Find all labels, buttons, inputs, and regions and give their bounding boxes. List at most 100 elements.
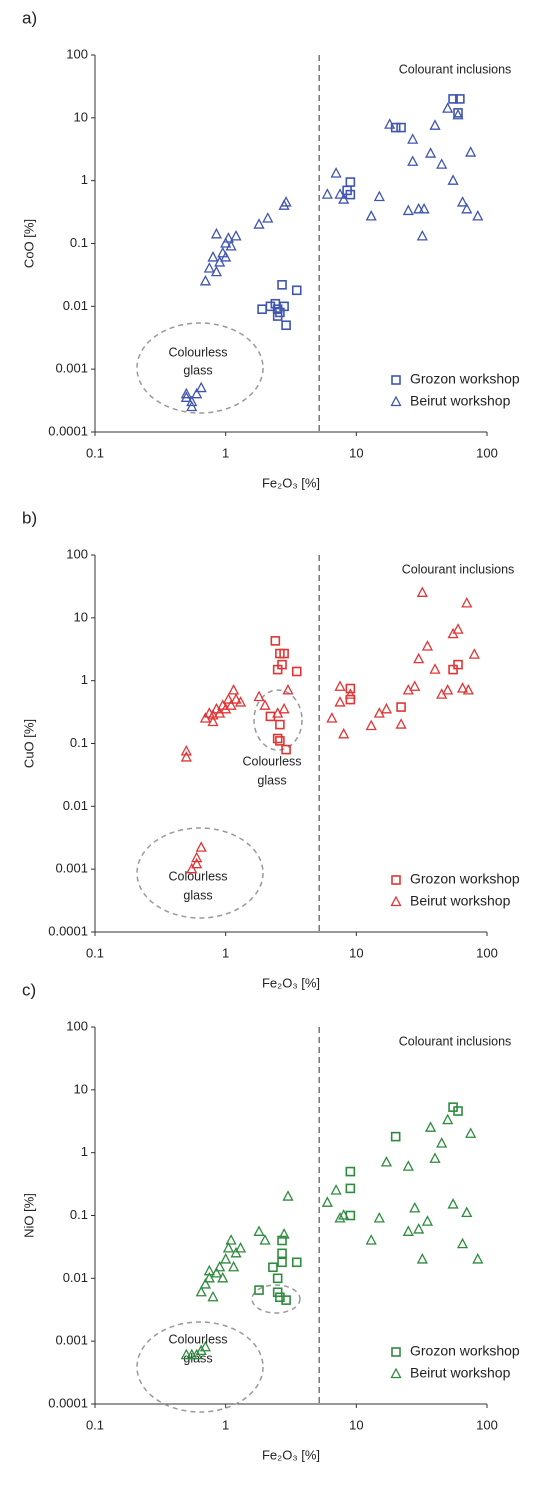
data-point: [291, 285, 302, 296]
y-tick-label: 0.1: [70, 235, 88, 250]
data-point: [334, 696, 346, 707]
data-point: [345, 1183, 356, 1194]
data-point: [180, 391, 192, 402]
x-tick-label: 100: [476, 1417, 498, 1432]
data-point: [180, 387, 192, 399]
data-point: [424, 1121, 437, 1132]
data-point: [330, 1184, 342, 1195]
data-point: [436, 1137, 448, 1148]
y-tick-label: 0.01: [63, 298, 88, 313]
data-point: [413, 202, 425, 214]
data-point: [461, 202, 473, 214]
annotation: Colourless: [168, 345, 227, 359]
data-point: [203, 1271, 215, 1283]
y-axis-label: CuO [%]: [21, 719, 36, 768]
x-tick-label: 1: [222, 945, 229, 960]
data-point: [421, 640, 434, 651]
data-point: [472, 210, 484, 221]
data-point: [373, 1211, 385, 1223]
y-axis-label: CoO [%]: [21, 219, 36, 268]
data-point: [416, 229, 428, 241]
data-point: [214, 1260, 226, 1272]
annotation: Colourless: [168, 1332, 227, 1346]
data-point: [281, 744, 291, 755]
data-point: [180, 751, 192, 762]
y-tick-label: 0.0001: [48, 423, 88, 438]
data-point: [272, 1287, 283, 1298]
data-point: [272, 733, 283, 744]
data-point: [455, 94, 465, 104]
data-point: [453, 1106, 463, 1116]
y-axis-label: NiO [%]: [21, 1193, 36, 1238]
x-tick-label: 0.1: [86, 445, 104, 460]
data-point: [338, 1209, 350, 1220]
data-point: [275, 736, 285, 746]
data-point: [277, 1257, 287, 1268]
y-tick-label: 10: [74, 609, 88, 624]
data-point: [321, 1196, 333, 1207]
data-point: [280, 196, 292, 207]
data-point: [373, 190, 385, 202]
legend-label: Grozon workshop: [410, 1343, 520, 1359]
data-point: [203, 1264, 215, 1276]
data-point: [345, 1166, 356, 1177]
data-point: [456, 682, 469, 693]
x-tick-label: 0.1: [86, 1417, 104, 1432]
data-point: [262, 212, 274, 223]
data-point: [380, 702, 393, 714]
data-point: [207, 709, 219, 720]
data-point: [254, 1285, 264, 1295]
x-tick-label: 100: [476, 445, 498, 460]
highlight-ellipse: [136, 1321, 264, 1413]
data-point: [334, 188, 346, 199]
data-point: [268, 1262, 278, 1273]
data-point: [230, 229, 242, 241]
x-tick-label: 100: [476, 945, 498, 960]
y-tick-label: 0.001: [55, 861, 88, 876]
legend-label: Beirut workshop: [410, 393, 511, 409]
data-point: [191, 857, 203, 869]
data-point: [416, 586, 428, 597]
data-point: [462, 684, 474, 695]
data-point: [407, 155, 419, 166]
data-point: [199, 274, 212, 286]
data-point: [279, 301, 289, 312]
panel-label: c): [22, 980, 36, 999]
data-point: [191, 387, 203, 399]
x-tick-label: 0.1: [86, 945, 104, 960]
data-point: [220, 1253, 232, 1264]
highlight-ellipse: [251, 1284, 301, 1314]
data-point: [222, 1241, 235, 1253]
data-point: [384, 118, 396, 129]
data-point: [282, 1190, 294, 1201]
data-point: [330, 167, 342, 178]
data-point: [442, 102, 454, 113]
x-tick-label: 10: [349, 445, 363, 460]
annotation: Colourless: [168, 869, 227, 883]
data-point: [424, 147, 437, 158]
y-tick-label: 0.001: [55, 1333, 88, 1348]
x-tick-label: 1: [222, 445, 229, 460]
legend-label: Beirut workshop: [410, 1365, 511, 1381]
data-point: [220, 237, 232, 248]
data-point: [281, 320, 291, 331]
legend-marker: [391, 875, 401, 885]
data-point: [338, 727, 350, 739]
data-point: [278, 702, 290, 714]
x-axis-label: Fe₂O₃ [%]: [262, 975, 320, 990]
data-point: [402, 204, 414, 216]
data-point: [259, 1234, 271, 1245]
y-tick-label: 1: [81, 172, 88, 187]
data-point: [210, 265, 223, 277]
data-point: [344, 688, 356, 699]
data-point: [461, 596, 473, 608]
annotation: glass: [257, 773, 286, 787]
data-point: [214, 256, 226, 267]
data-point: [409, 680, 421, 691]
data-point: [429, 119, 441, 130]
data-point: [365, 210, 377, 221]
data-point: [270, 298, 281, 309]
data-point: [199, 1278, 212, 1289]
data-point: [217, 1271, 229, 1283]
